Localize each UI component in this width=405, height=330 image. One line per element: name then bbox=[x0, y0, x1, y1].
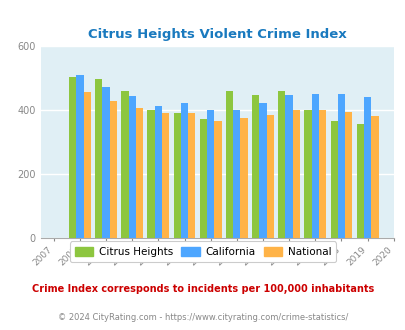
Bar bbox=[128, 96, 136, 238]
Bar bbox=[225, 91, 232, 238]
Bar bbox=[363, 97, 371, 238]
Bar bbox=[292, 110, 299, 238]
Bar bbox=[277, 91, 285, 238]
Bar bbox=[173, 113, 180, 238]
Bar bbox=[207, 110, 214, 238]
Bar bbox=[240, 118, 247, 238]
Bar bbox=[285, 95, 292, 238]
Bar bbox=[330, 120, 337, 238]
Legend: Citrus Heights, California, National: Citrus Heights, California, National bbox=[69, 242, 336, 262]
Bar bbox=[259, 103, 266, 238]
Bar bbox=[95, 79, 102, 238]
Bar bbox=[162, 113, 169, 238]
Bar bbox=[76, 75, 83, 238]
Bar bbox=[371, 116, 378, 238]
Bar bbox=[344, 112, 352, 238]
Bar bbox=[136, 108, 143, 238]
Bar bbox=[180, 103, 188, 238]
Bar bbox=[83, 92, 91, 238]
Bar bbox=[199, 118, 207, 238]
Text: Crime Index corresponds to incidents per 100,000 inhabitants: Crime Index corresponds to incidents per… bbox=[32, 284, 373, 294]
Bar bbox=[318, 110, 326, 238]
Bar bbox=[121, 91, 128, 238]
Title: Citrus Heights Violent Crime Index: Citrus Heights Violent Crime Index bbox=[87, 28, 346, 41]
Text: © 2024 CityRating.com - https://www.cityrating.com/crime-statistics/: © 2024 CityRating.com - https://www.city… bbox=[58, 313, 347, 322]
Bar bbox=[311, 94, 318, 238]
Bar bbox=[252, 95, 259, 238]
Bar bbox=[147, 110, 154, 238]
Bar bbox=[232, 110, 240, 238]
Bar bbox=[214, 120, 221, 238]
Bar bbox=[356, 124, 363, 238]
Bar bbox=[304, 110, 311, 238]
Bar bbox=[337, 94, 344, 238]
Bar bbox=[109, 101, 117, 238]
Bar bbox=[188, 113, 195, 238]
Bar bbox=[69, 77, 76, 238]
Bar bbox=[154, 106, 162, 238]
Bar bbox=[102, 87, 109, 238]
Bar bbox=[266, 115, 273, 238]
